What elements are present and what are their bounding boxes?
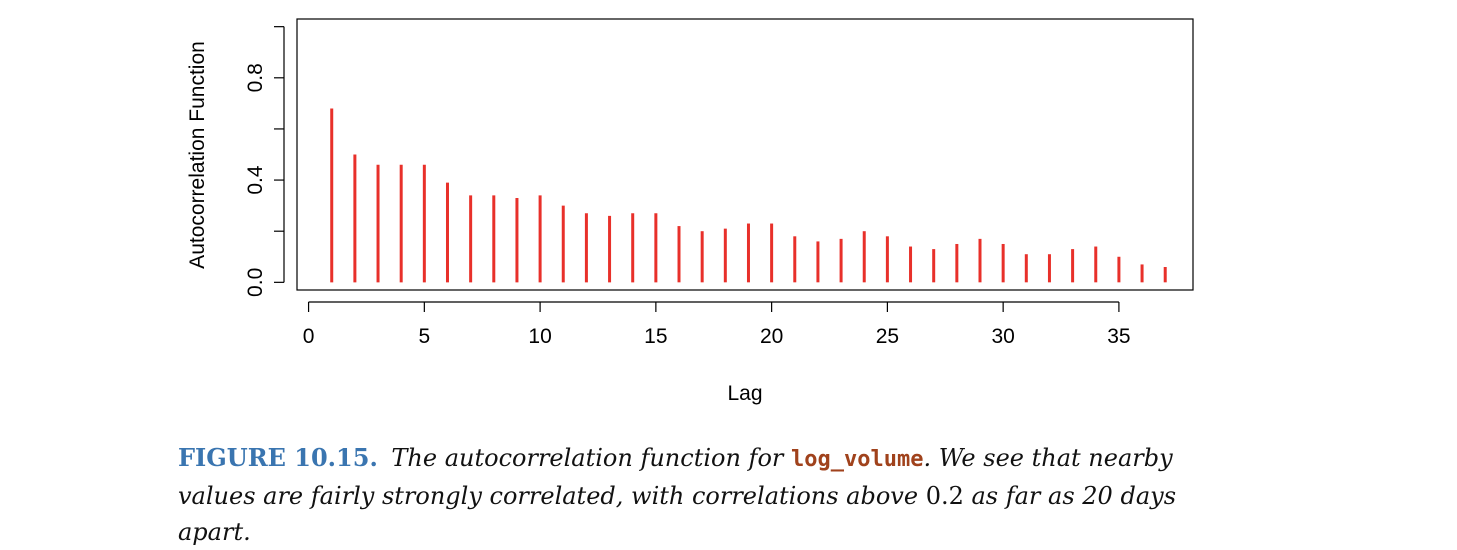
y-tick-label: 0.8	[244, 63, 267, 92]
caption-text-1: The autocorrelation function for	[383, 444, 791, 472]
x-tick-label: 5	[418, 325, 430, 348]
y-axis-label: Autocorrelation Function	[186, 41, 209, 269]
x-tick-label: 25	[876, 325, 899, 348]
acf-chart: 0 5 10 15 20 25 30 35 0.0 0.4 0.8 Lag Autocorrela…	[186, 18, 1194, 405]
caption-label: FIGURE 10.15.	[178, 443, 378, 472]
caption-number: 0.2	[925, 482, 964, 510]
x-tick-label: 0	[303, 325, 315, 348]
caption-text-3: as far as 20 days apart.	[178, 482, 1177, 546]
caption-text-2: . We see that nearby values are fairly s…	[178, 444, 1173, 510]
x-axis-label: Lag	[727, 382, 762, 405]
y-tick-label: 0.0	[244, 268, 267, 297]
caption-code: log_volume	[791, 447, 924, 472]
x-tick-label: 15	[644, 325, 667, 348]
plot-frame	[296, 18, 1194, 291]
x-axis: 0 5 10 15 20 25 30 35	[303, 301, 1131, 348]
x-tick-label: 20	[760, 325, 783, 348]
y-tick-label: 0.4	[244, 165, 267, 195]
figure-caption: FIGURE 10.15. The autocorrelation functi…	[178, 440, 1256, 550]
acf-bars	[330, 108, 1167, 283]
x-tick-label: 35	[1107, 325, 1130, 348]
x-tick-label: 30	[991, 325, 1014, 348]
x-tick-label: 10	[528, 325, 551, 348]
y-axis: 0.0 0.4 0.8	[244, 26, 285, 297]
